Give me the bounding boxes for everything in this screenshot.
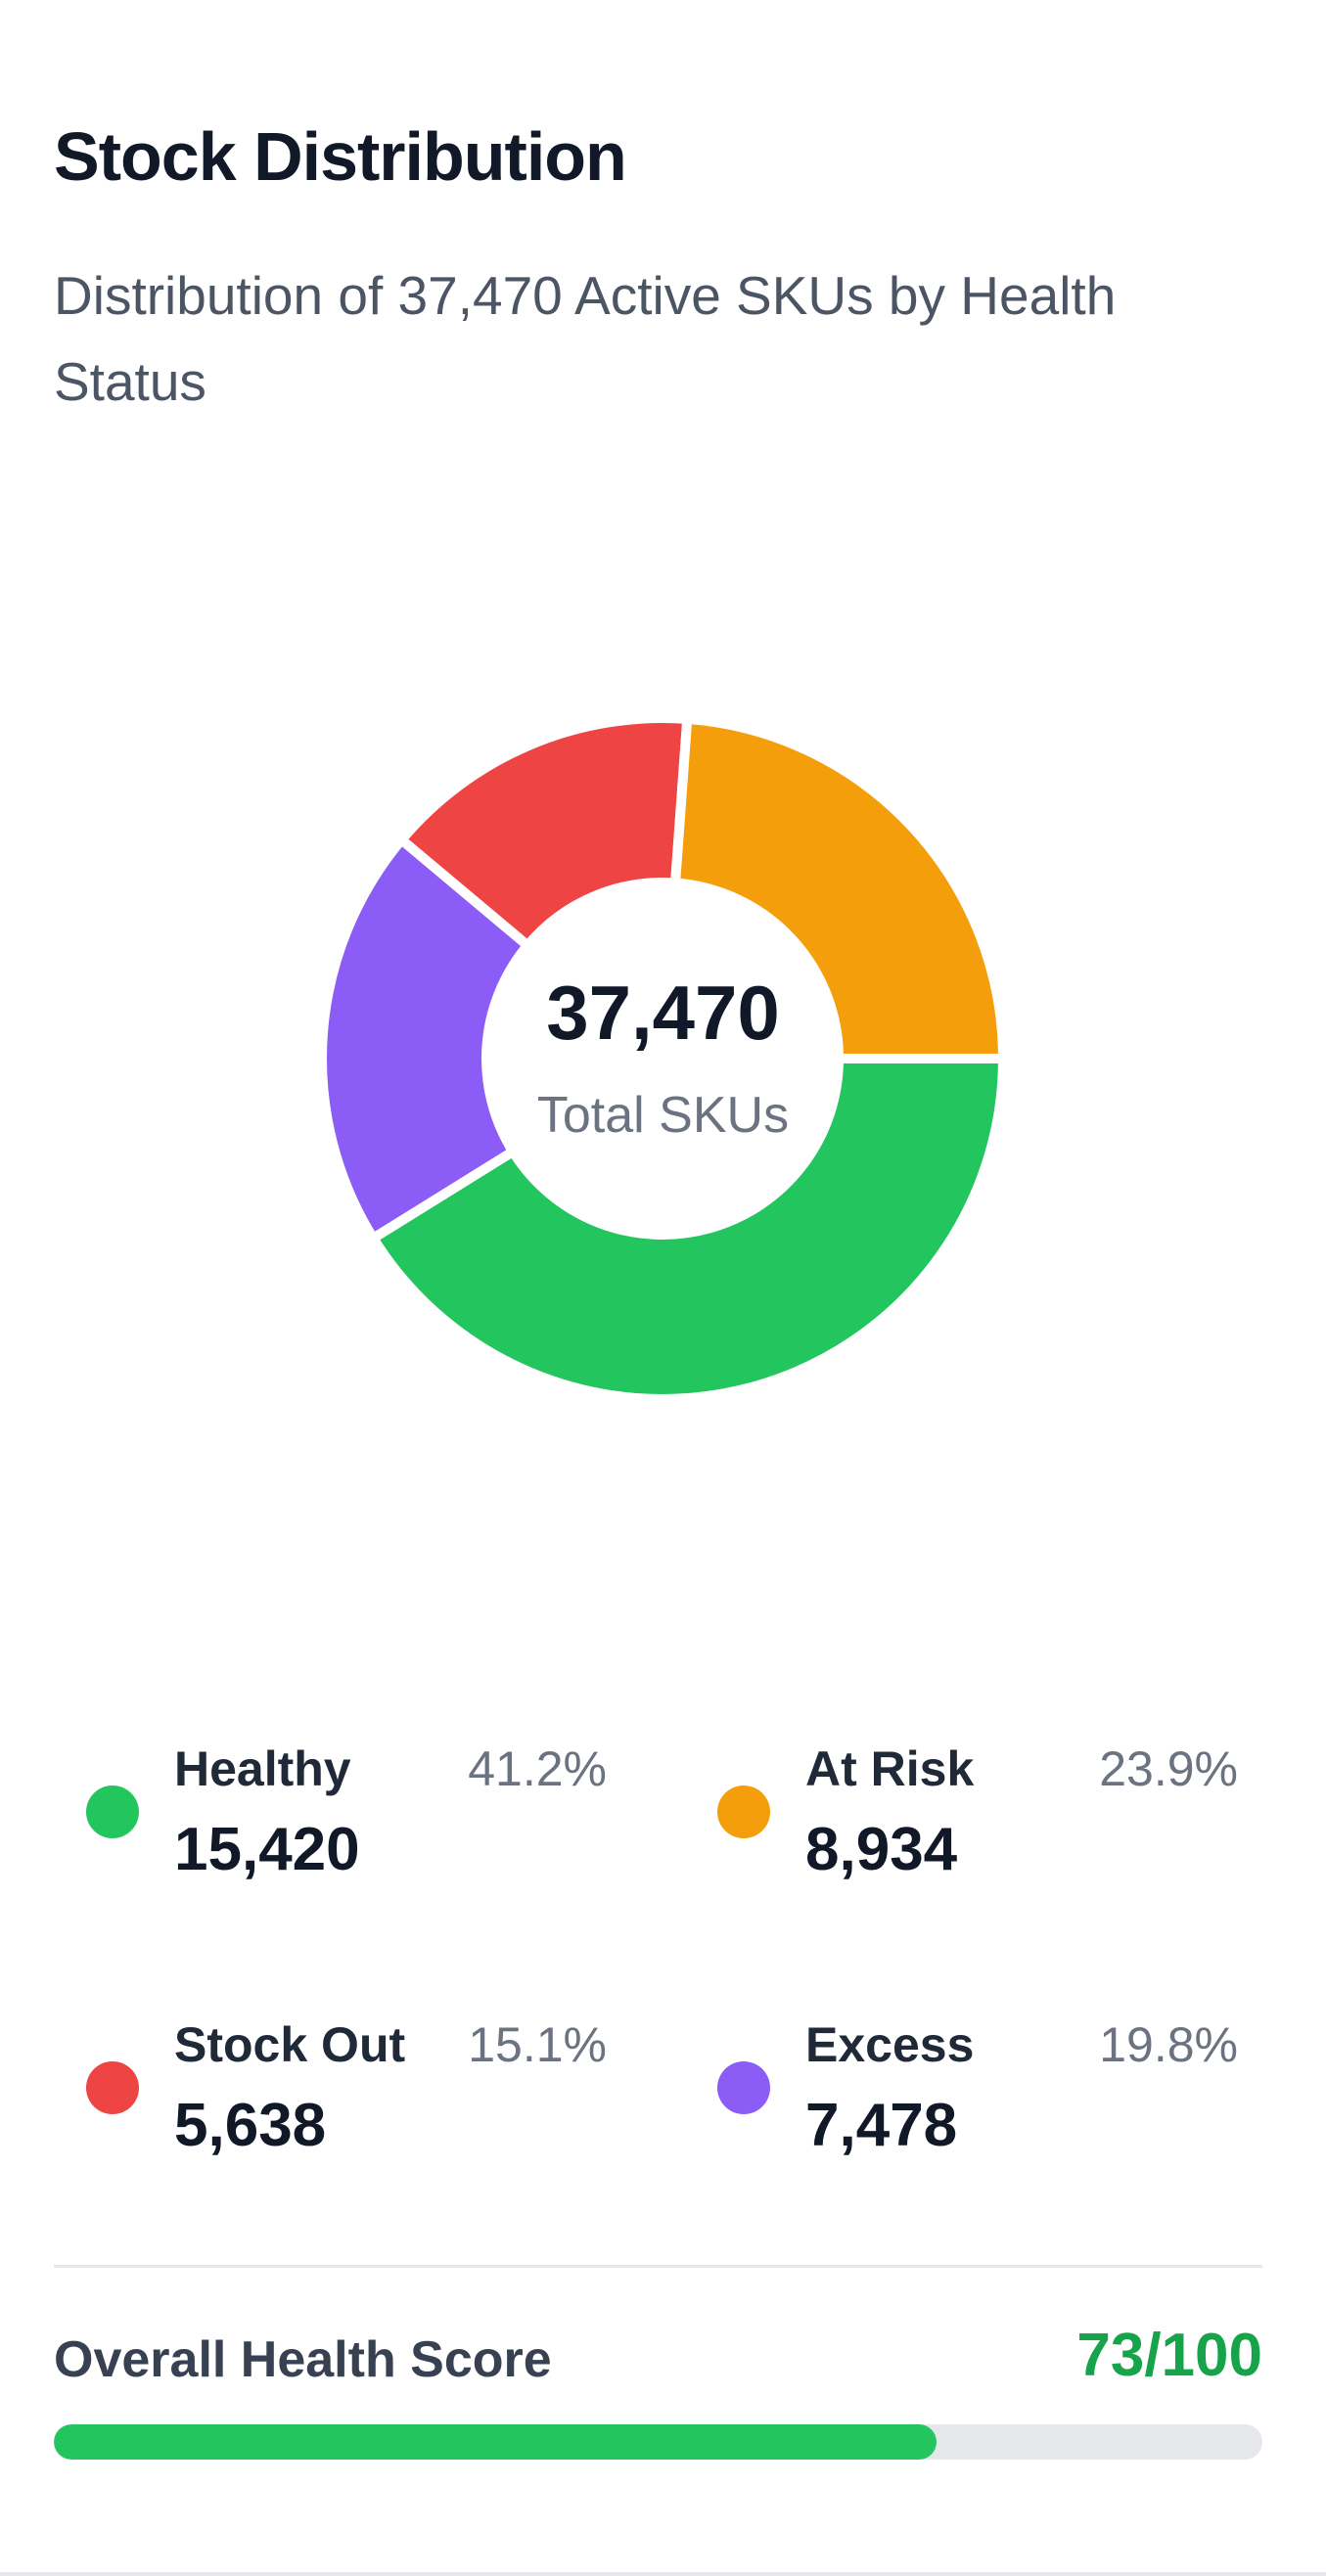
card-title: Stock Distribution [54, 118, 627, 195]
legend-percent-stock-out: 15.1% [468, 2017, 607, 2072]
legend-percent-excess: 19.8% [1099, 2017, 1238, 2072]
health-score-label: Overall Health Score [54, 2331, 552, 2388]
legend-item-stock-out[interactable]: Stock Out 15.1% 5,638 [54, 2012, 607, 2159]
health-score-progress-track [54, 2424, 1262, 2460]
legend-dot-healthy [86, 1785, 139, 1838]
legend-label-stock-out: Stock Out [174, 2017, 406, 2072]
legend-label-excess: Excess [805, 2017, 975, 2072]
donut-center-label: Total SKUs [536, 1087, 790, 1144]
donut-slice-healthy[interactable] [366, 1054, 1009, 1404]
legend-value-stock-out: 5,638 [174, 2092, 327, 2159]
legend-percent-at-risk: 23.9% [1099, 1741, 1238, 1796]
donut-slice-at-risk[interactable] [669, 713, 1009, 1063]
card-subtitle: Distribution of 37,470 Active SKUs by He… [54, 265, 1117, 412]
divider [54, 2265, 1262, 2268]
legend-value-healthy: 15,420 [174, 1816, 360, 1883]
legend-item-at-risk[interactable]: At Risk 23.9% 8,934 [685, 1737, 1238, 1883]
health-score-value: 73/100 [1076, 2322, 1262, 2389]
donut-chart-svg [317, 713, 1009, 1404]
legend-dot-at-risk [717, 1785, 770, 1838]
legend-label-at-risk: At Risk [805, 1741, 975, 1796]
donut-slice-excess[interactable] [317, 833, 535, 1245]
legend-dot-excess [717, 2061, 770, 2114]
legend-dot-stock-out [86, 2061, 139, 2114]
legend-value-at-risk: 8,934 [805, 1816, 958, 1883]
legend-item-excess[interactable]: Excess 19.8% 7,478 [685, 2012, 1238, 2159]
legend-item-healthy[interactable]: Healthy 41.2% 15,420 [54, 1737, 607, 1883]
legend-label-healthy: Healthy [174, 1741, 351, 1796]
legend-percent-healthy: 41.2% [468, 1741, 607, 1796]
health-score-progress-fill [54, 2424, 937, 2460]
donut-chart: 37,470 Total SKUs [0, 685, 1326, 1428]
donut-center-value: 37,470 [546, 970, 780, 1056]
card-bottom-edge [0, 2572, 1326, 2576]
legend-value-excess: 7,478 [805, 2092, 958, 2159]
donut-slice-stock-out[interactable] [394, 713, 693, 953]
